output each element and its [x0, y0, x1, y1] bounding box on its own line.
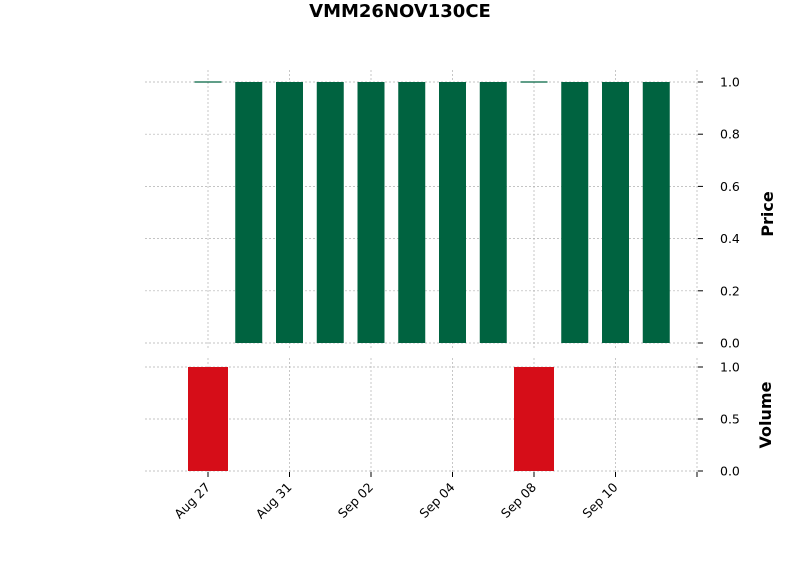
candle-body: [561, 82, 589, 343]
price-ytick-label: 0.6: [720, 179, 740, 194]
x-tick-label: Sep 04: [416, 479, 457, 520]
x-tick-label: Aug 31: [253, 480, 295, 522]
candle-body: [398, 82, 426, 343]
x-tick-label: Sep 08: [498, 479, 539, 520]
volume-bar: [514, 367, 554, 471]
candle-body: [276, 82, 303, 343]
price-ytick-label: 0.0: [720, 336, 740, 351]
x-tick-label: Aug 27: [171, 480, 213, 522]
candle-body: [642, 82, 670, 343]
volume-bar: [188, 367, 228, 471]
candle-body: [235, 82, 263, 343]
volume-ytick-label: 0.0: [720, 464, 740, 479]
x-tick-label: Sep 10: [579, 479, 620, 520]
candle-body: [316, 82, 344, 343]
x-axis: Aug 27 Aug 31 Sep 02 Sep 04 Sep 08 Sep 10: [171, 472, 698, 522]
price-axis-label: Price: [758, 191, 777, 237]
candle-body: [602, 82, 629, 343]
chart-title: VMM26NOV130CE: [309, 1, 491, 22]
price-ytick-label: 1.0: [720, 75, 740, 90]
candle-body: [479, 82, 507, 343]
price-panel: 0.0 0.2 0.4 0.6 0.8 1.0: [145, 70, 740, 351]
x-tick-label: Sep 02: [335, 480, 376, 521]
price-ytick-label: 0.8: [720, 127, 740, 142]
volume-axis-label: Volume: [756, 381, 775, 448]
candle-body: [439, 82, 466, 343]
price-ytick-label: 0.2: [720, 283, 740, 298]
price-ytick-label: 0.4: [720, 231, 740, 246]
candle-body: [357, 82, 385, 343]
volume-panel: 0.0 0.5 1.0: [145, 358, 740, 479]
volume-ytick-label: 1.0: [720, 360, 740, 375]
volume-ytick-label: 0.5: [720, 412, 740, 427]
